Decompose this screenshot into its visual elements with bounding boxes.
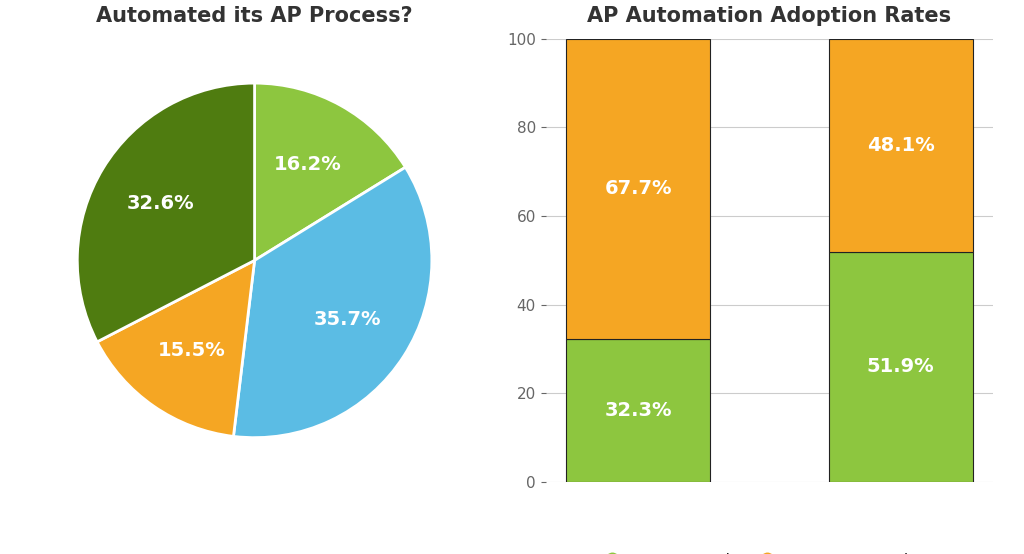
Text: 67.7%: 67.7% — [604, 179, 672, 198]
Text: 32.6%: 32.6% — [127, 194, 195, 213]
Text: 35.7%: 35.7% — [313, 310, 381, 329]
Bar — [566, 339, 711, 482]
Text: 32.3%: 32.3% — [604, 401, 672, 420]
Legend: Has Automated AP, Has No Automated AP: Has Automated AP, Has No Automated AP — [603, 547, 936, 554]
Bar — [828, 252, 973, 482]
Legend: Yes - Fully Automated, Yes - Plan to Further Automate, No - Intend to Automate, : Yes - Fully Automated, Yes - Plan to Fur… — [32, 550, 477, 554]
Bar — [566, 39, 711, 339]
Text: 48.1%: 48.1% — [867, 136, 935, 155]
Wedge shape — [255, 83, 406, 260]
Wedge shape — [233, 167, 432, 438]
Bar — [828, 39, 973, 252]
Title: AP Automation Adoption Rates: AP Automation Adoption Rates — [588, 6, 951, 26]
Text: 16.2%: 16.2% — [274, 155, 342, 174]
Text: 15.5%: 15.5% — [158, 341, 226, 360]
Wedge shape — [77, 83, 255, 342]
Title: Has Your Organization
Automated its AP Process?: Has Your Organization Automated its AP P… — [96, 0, 413, 26]
Text: 51.9%: 51.9% — [867, 357, 935, 377]
Wedge shape — [97, 260, 255, 437]
